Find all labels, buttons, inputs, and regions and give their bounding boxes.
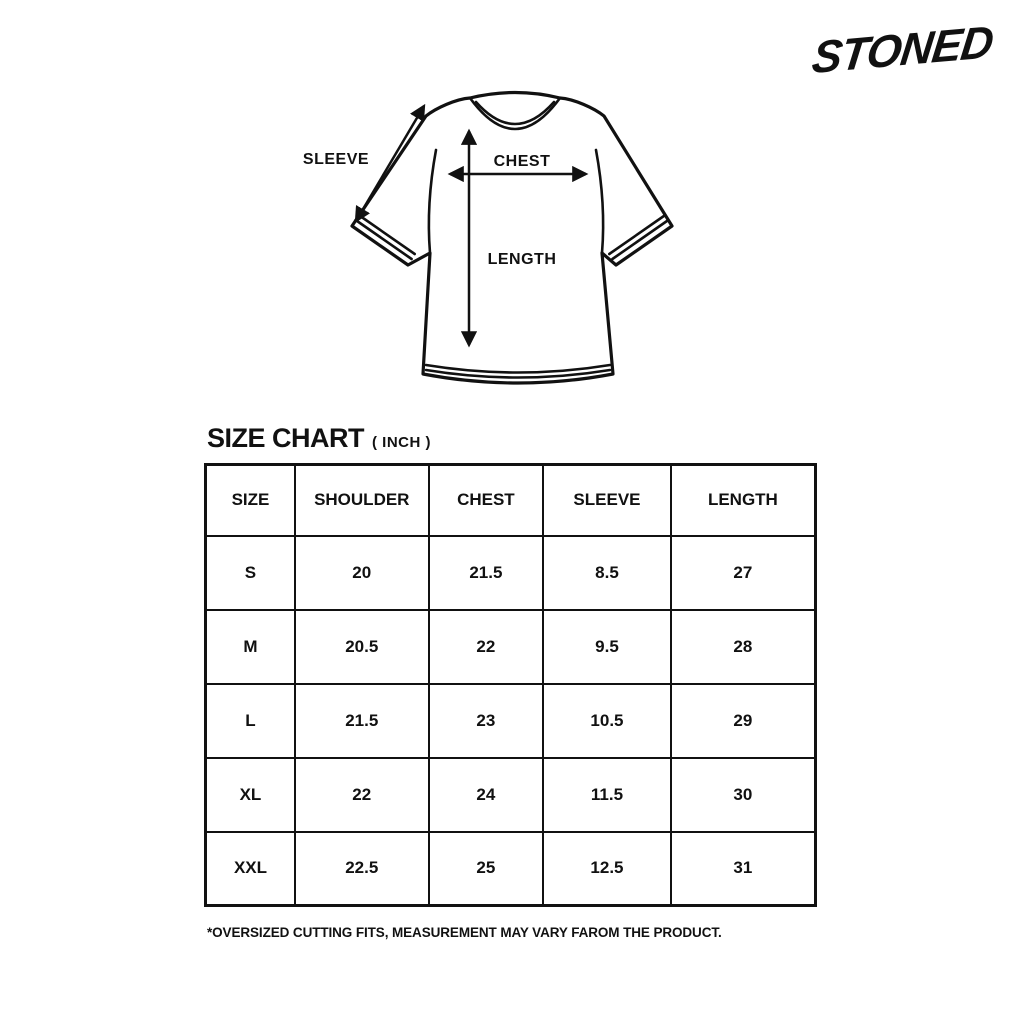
column-header-chest: CHEST (427, 463, 545, 537)
table-row: XL 22 24 11.5 30 (204, 756, 817, 833)
column-header-size: SIZE (204, 463, 296, 537)
size-cell: XXL (204, 830, 296, 907)
measurement-cell: 23 (427, 682, 545, 759)
table-row: S 20 21.5 8.5 27 (204, 534, 817, 611)
tshirt-outline (350, 90, 674, 385)
size-chart-unit-label: ( INCH ) (372, 434, 431, 451)
column-header-shoulder: SHOULDER (293, 463, 430, 537)
size-cell: M (204, 608, 296, 685)
left-sleeve-seam (427, 148, 438, 255)
length-label: LENGTH (488, 251, 557, 268)
measurement-cell: 20.5 (293, 608, 430, 685)
size-cell: S (204, 534, 296, 611)
measurement-cell: 30 (669, 756, 817, 833)
measurement-cell: 25 (427, 830, 545, 907)
measurement-cell: 22.5 (293, 830, 430, 907)
tshirt-diagram-svg: SLEEVE CHEST LENGTH (303, 90, 674, 385)
right-cuff-line-1 (611, 218, 670, 261)
size-chart-title-text: SIZE CHART (207, 423, 365, 453)
sleeve-label: SLEEVE (303, 151, 369, 168)
hem-line-2 (424, 368, 612, 379)
measurement-cell: 20 (293, 534, 430, 611)
measurement-cell: 21.5 (427, 534, 545, 611)
measurement-cell: 9.5 (542, 608, 672, 685)
size-table: SIZE SHOULDER CHEST SLEEVE LENGTH S 20 21.… (204, 463, 817, 907)
size-chart-heading: SIZE CHART ( INCH ) (207, 423, 431, 454)
chest-label: CHEST (494, 153, 551, 170)
measurement-cell: 31 (669, 830, 817, 907)
measurement-cell: 22 (427, 608, 545, 685)
table-row: M 20.5 22 9.5 28 (204, 608, 817, 685)
measurement-cell: 8.5 (542, 534, 672, 611)
collar-inner-line (474, 100, 556, 126)
collar-outer-line (468, 96, 562, 131)
measurement-cell: 22 (293, 756, 430, 833)
right-sleeve-seam (594, 148, 605, 255)
brand-logo: STONED (809, 15, 996, 84)
sleeve-measure-arrow (354, 103, 426, 224)
table-row: XXL 22.5 25 12.5 31 (204, 830, 817, 907)
hem-line-1 (424, 363, 612, 374)
table-header-row: SIZE SHOULDER CHEST SLEEVE LENGTH (204, 463, 817, 537)
measurement-cell: 28 (669, 608, 817, 685)
size-cell: XL (204, 756, 296, 833)
measurement-cell: 29 (669, 682, 817, 759)
measurement-cell: 11.5 (542, 756, 672, 833)
measurement-cell: 12.5 (542, 830, 672, 907)
size-chart-footnote: *OVERSIZED CUTTING FITS, MEASUREMENT MAY… (207, 925, 722, 940)
column-header-length: LENGTH (669, 463, 817, 537)
tshirt-measurement-diagram: SLEEVE CHEST LENGTH (280, 78, 704, 408)
measurement-cell: 10.5 (542, 682, 672, 759)
left-cuff-line-1 (354, 218, 413, 261)
table-row: L 21.5 23 10.5 29 (204, 682, 817, 759)
size-cell: L (204, 682, 296, 759)
right-cuff-line-2 (608, 213, 667, 256)
measurement-cell: 27 (669, 534, 817, 611)
column-header-sleeve: SLEEVE (542, 463, 672, 537)
measurement-cell: 21.5 (293, 682, 430, 759)
measurement-cell: 24 (427, 756, 545, 833)
size-table-body: S 20 21.5 8.5 27 M 20.5 22 9.5 28 L 21.5 23 10.5 29 XL 2… (204, 534, 817, 907)
